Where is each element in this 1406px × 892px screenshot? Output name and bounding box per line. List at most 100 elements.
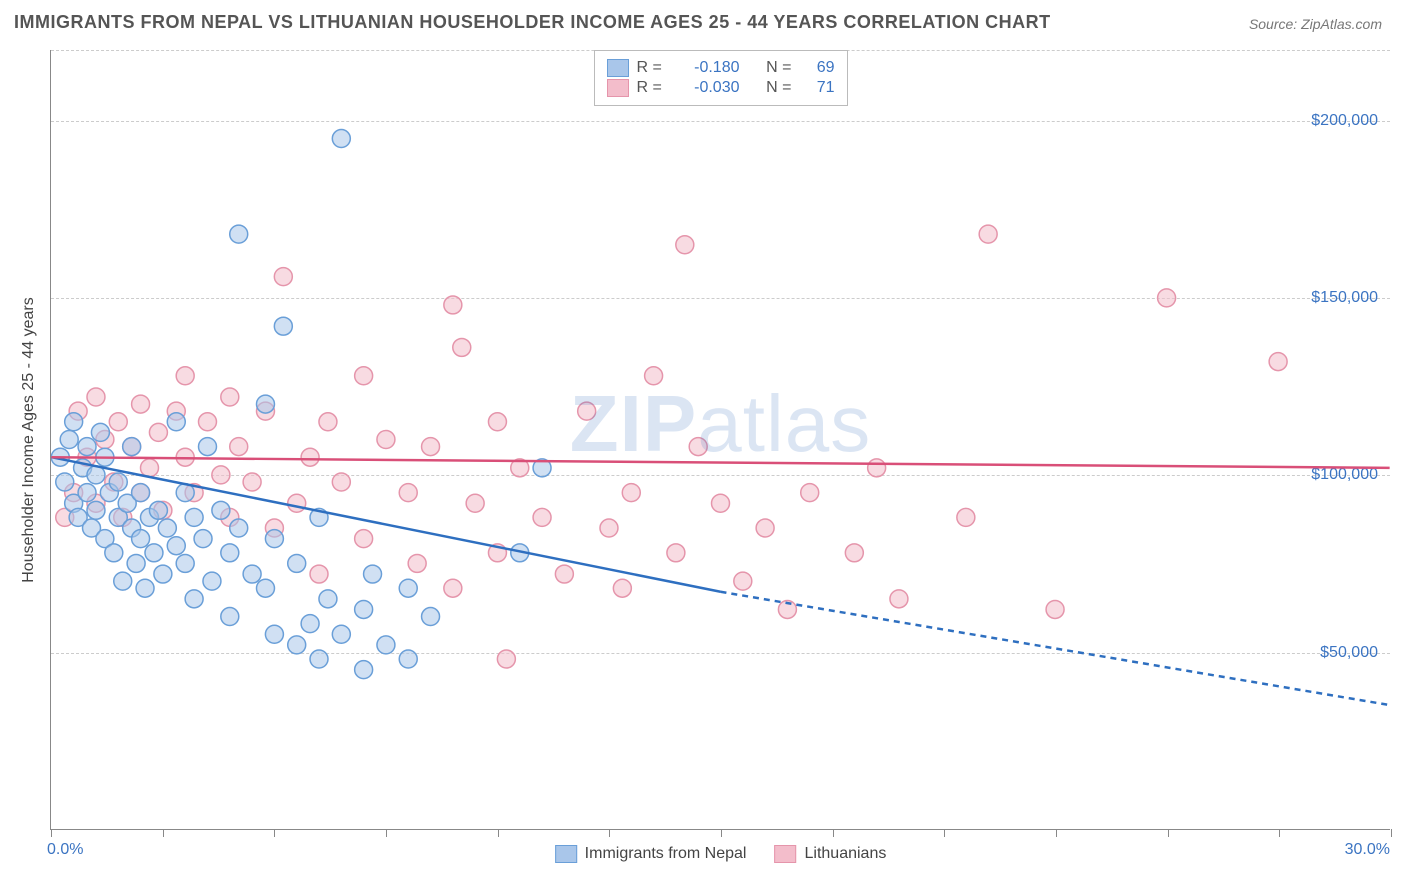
data-point <box>91 423 109 441</box>
data-point <box>65 413 83 431</box>
legend-row-lithuanian: R = -0.030 N = 71 <box>607 79 835 97</box>
x-tick <box>274 829 275 837</box>
data-point <box>149 423 167 441</box>
data-point <box>613 579 631 597</box>
data-point <box>256 395 274 413</box>
data-point <box>488 413 506 431</box>
data-point <box>377 431 395 449</box>
data-point <box>1269 353 1287 371</box>
legend-label-lithuanian: Lithuanians <box>804 845 886 863</box>
data-point <box>689 438 707 456</box>
data-point <box>1046 600 1064 618</box>
x-tick <box>51 829 52 837</box>
data-point <box>167 537 185 555</box>
data-point <box>890 590 908 608</box>
data-point <box>422 438 440 456</box>
data-point <box>712 494 730 512</box>
data-point <box>136 579 154 597</box>
data-point <box>1158 289 1176 307</box>
data-point <box>845 544 863 562</box>
data-point <box>332 625 350 643</box>
data-point <box>332 473 350 491</box>
data-point <box>355 530 373 548</box>
chart-svg <box>51 50 1390 829</box>
data-point <box>645 367 663 385</box>
x-tick <box>721 829 722 837</box>
legend-label-nepal: Immigrants from Nepal <box>585 845 747 863</box>
data-point <box>555 565 573 583</box>
data-point <box>288 494 306 512</box>
data-point <box>399 484 417 502</box>
legend-item-lithuanian: Lithuanians <box>774 845 886 863</box>
data-point <box>274 317 292 335</box>
source-attribution: Source: ZipAtlas.com <box>1249 16 1382 32</box>
data-point <box>319 590 337 608</box>
data-point <box>221 388 239 406</box>
legend-swatch-nepal <box>607 59 629 77</box>
x-tick <box>944 829 945 837</box>
data-point <box>132 395 150 413</box>
x-tick <box>1279 829 1280 837</box>
data-point <box>444 296 462 314</box>
data-point <box>667 544 685 562</box>
data-point <box>265 625 283 643</box>
legend-swatch-lithuanian <box>607 79 629 97</box>
data-point <box>444 579 462 597</box>
data-point <box>355 367 373 385</box>
data-point <box>127 554 145 572</box>
data-point <box>533 508 551 526</box>
r-label: R = <box>637 59 667 77</box>
x-tick <box>1056 829 1057 837</box>
data-point <box>56 473 74 491</box>
data-point <box>301 615 319 633</box>
data-point <box>185 508 203 526</box>
data-point <box>132 530 150 548</box>
data-point <box>132 484 150 502</box>
n-value-lithuanian: 71 <box>800 79 835 97</box>
trend-line <box>51 457 1389 468</box>
data-point <box>114 572 132 590</box>
data-point <box>801 484 819 502</box>
data-point <box>453 338 471 356</box>
x-tick <box>386 829 387 837</box>
data-point <box>332 130 350 148</box>
data-point <box>466 494 484 512</box>
y-axis-title: Householder Income Ages 25 - 44 years <box>20 297 38 583</box>
plot-area: Householder Income Ages 25 - 44 years R … <box>50 50 1390 830</box>
data-point <box>109 473 127 491</box>
legend-swatch-lithuanian-icon <box>774 845 796 863</box>
data-point <box>212 501 230 519</box>
data-point <box>78 484 96 502</box>
data-point <box>176 367 194 385</box>
data-point <box>422 608 440 626</box>
data-point <box>230 519 248 537</box>
x-end-label: 30.0% <box>1345 841 1390 859</box>
data-point <box>497 650 515 668</box>
data-point <box>145 544 163 562</box>
data-point <box>212 466 230 484</box>
data-point <box>149 501 167 519</box>
data-point <box>141 459 159 477</box>
data-point <box>734 572 752 590</box>
x-start-label: 0.0% <box>47 841 83 859</box>
data-point <box>221 608 239 626</box>
data-point <box>194 530 212 548</box>
r-value-nepal: -0.180 <box>675 59 740 77</box>
data-point <box>377 636 395 654</box>
data-point <box>578 402 596 420</box>
data-point <box>979 225 997 243</box>
r-value-lithuanian: -0.030 <box>675 79 740 97</box>
data-point <box>288 636 306 654</box>
data-point <box>185 590 203 608</box>
data-point <box>399 579 417 597</box>
x-tick <box>163 829 164 837</box>
data-point <box>158 519 176 537</box>
n-label: N = <box>752 79 792 97</box>
data-point <box>154 565 172 583</box>
x-tick <box>498 829 499 837</box>
data-point <box>756 519 774 537</box>
data-point <box>176 554 194 572</box>
data-point <box>167 413 185 431</box>
data-point <box>408 554 426 572</box>
data-point <box>600 519 618 537</box>
